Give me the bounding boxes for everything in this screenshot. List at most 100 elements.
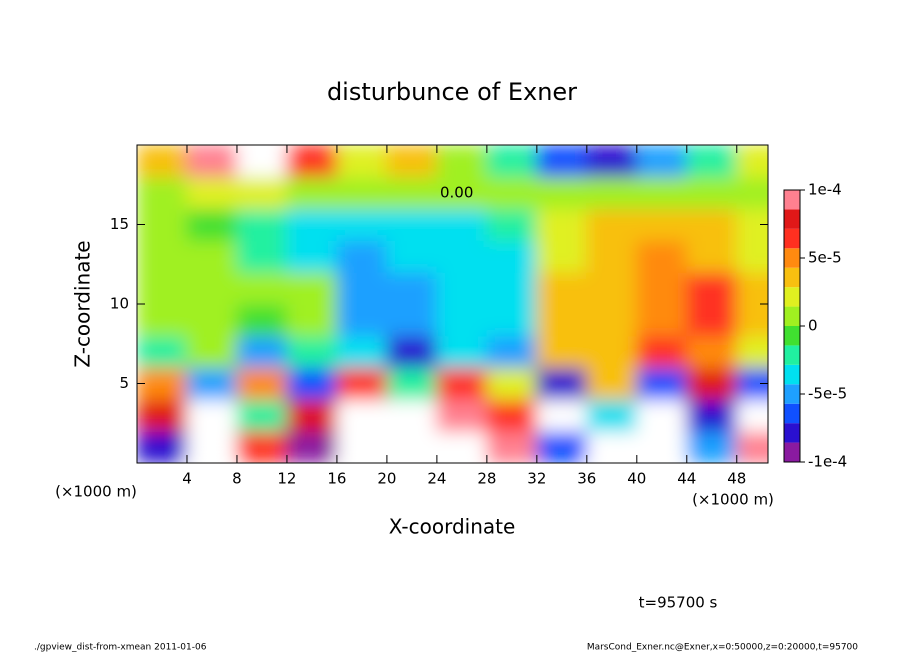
cell [736,430,768,463]
cell [436,176,488,210]
cell [686,303,738,337]
cell [736,239,768,273]
cell [286,271,338,305]
cell [336,398,388,432]
cell [486,367,538,400]
cell [736,303,768,337]
cell [386,367,438,400]
x-tick-label: 40 [627,470,646,488]
cell [236,303,288,337]
x-tick-label: 4 [182,470,192,488]
colorbar-segment [784,364,800,385]
cell [137,271,188,305]
cell [386,335,438,369]
cell [336,335,388,369]
cell [636,398,688,432]
cell [586,176,638,210]
y-axis-label: Z-coordinate [71,240,95,367]
cell [436,430,488,463]
x-tick-label: 8 [232,470,242,488]
cell [336,145,388,178]
cell [386,145,438,178]
x-tick-label: 20 [377,470,396,488]
cell [386,176,438,210]
contour-label: 0.00 [440,184,473,202]
cell [436,303,488,337]
cell [286,335,338,369]
cell [586,145,638,178]
cell [286,176,338,210]
x-tick-label: 12 [277,470,296,488]
cell [686,398,738,432]
cell [186,176,238,210]
cell [286,208,338,241]
cell [636,303,688,337]
cell [137,367,188,400]
cell [137,145,188,178]
cell [536,239,588,273]
cell [286,367,338,400]
cell [486,271,538,305]
cell [336,430,388,463]
field [137,145,768,463]
cell [137,176,188,210]
colorbar-segment [784,267,800,288]
x-tick-label: 32 [527,470,546,488]
cell [386,398,438,432]
cell [186,367,238,400]
x-tick-label: 16 [327,470,346,488]
cell [336,176,388,210]
cell [686,367,738,400]
cell [536,398,588,432]
cell [686,271,738,305]
cell [486,239,538,273]
cell [236,208,288,241]
cell [236,239,288,273]
x-unit: (×1000 m) [692,491,774,509]
x-tick-label: 24 [427,470,446,488]
cell [536,208,588,241]
cell [236,145,288,178]
cell [736,145,768,178]
cell [636,145,688,178]
cell [186,335,238,369]
colorbar-segment [784,228,800,249]
cell [536,335,588,369]
cell [436,271,488,305]
cell [137,335,188,369]
cell [686,208,738,241]
cell [386,303,438,337]
cell [586,398,638,432]
cell [586,303,638,337]
cell [436,208,488,241]
x-tick-label: 36 [577,470,596,488]
cell [236,430,288,463]
cells [137,145,768,463]
cell [486,335,538,369]
cell [286,145,338,178]
colorbar-segment [784,345,800,365]
cell [686,145,738,178]
cell [586,239,638,273]
cell [536,176,588,210]
cell [736,335,768,369]
cell [186,145,238,178]
cell [236,398,288,432]
cell [336,303,388,337]
cell [186,398,238,432]
colorbar-segment [784,287,800,307]
cell [336,367,388,400]
cell [386,239,438,273]
cell [736,271,768,305]
colorbar-segment [784,248,800,268]
cell [536,303,588,337]
x-axis-label: X-coordinate [389,515,516,539]
cell [436,145,488,178]
x-tick-label: 44 [677,470,696,488]
y-tick-label: 15 [110,215,129,233]
cell [586,208,638,241]
cell [137,303,188,337]
cell [486,430,538,463]
cell [386,208,438,241]
